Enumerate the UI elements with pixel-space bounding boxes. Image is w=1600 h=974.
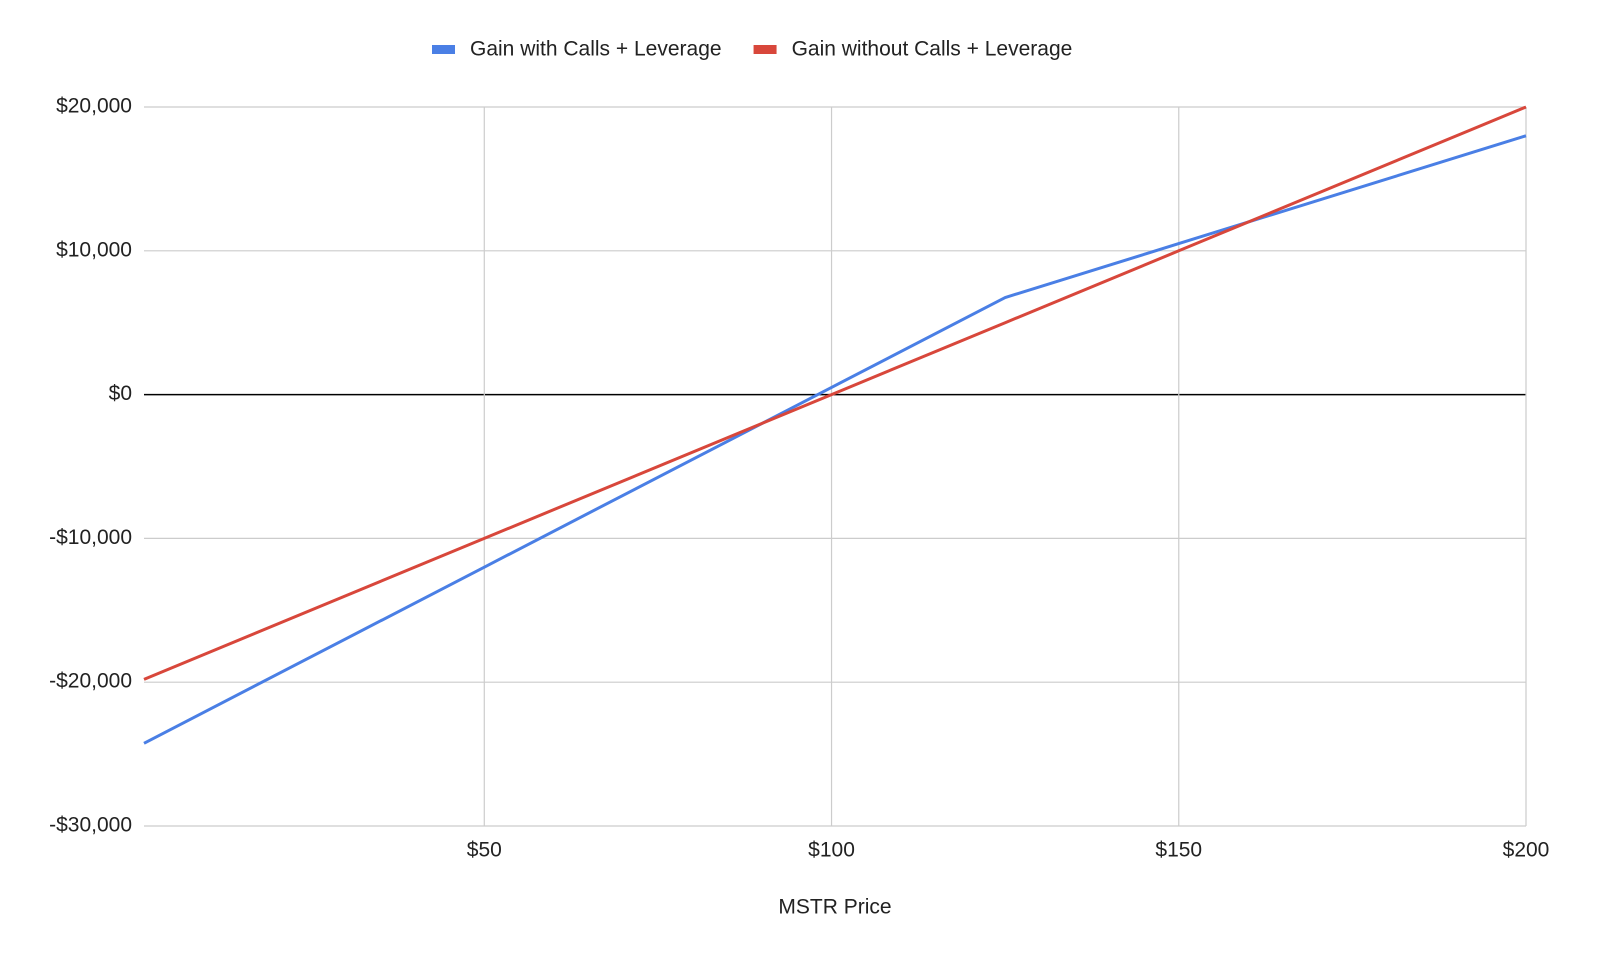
y-tick-label: $20,000 [56,95,132,118]
x-tick-label: $200 [1503,839,1550,862]
series-line [143,134,1527,745]
x-axis-title: MSTR Price [778,896,891,919]
x-tick-label: $150 [1155,839,1202,862]
y-tick-label: -$10,000 [49,526,132,549]
y-tick-label: $10,000 [56,238,132,261]
legend-swatch [753,45,777,54]
x-tick-label: $100 [808,839,855,862]
legend-label: Gain without Calls + Leverage [792,38,1073,61]
legend-swatch [432,45,455,54]
x-tick-label: $50 [467,839,502,862]
series-line [143,105,1527,681]
y-tick-label: -$30,000 [49,814,132,837]
y-tick-label: -$20,000 [49,670,132,693]
legend-label: Gain with Calls + Leverage [470,38,722,61]
y-tick-label: $0 [109,382,132,405]
